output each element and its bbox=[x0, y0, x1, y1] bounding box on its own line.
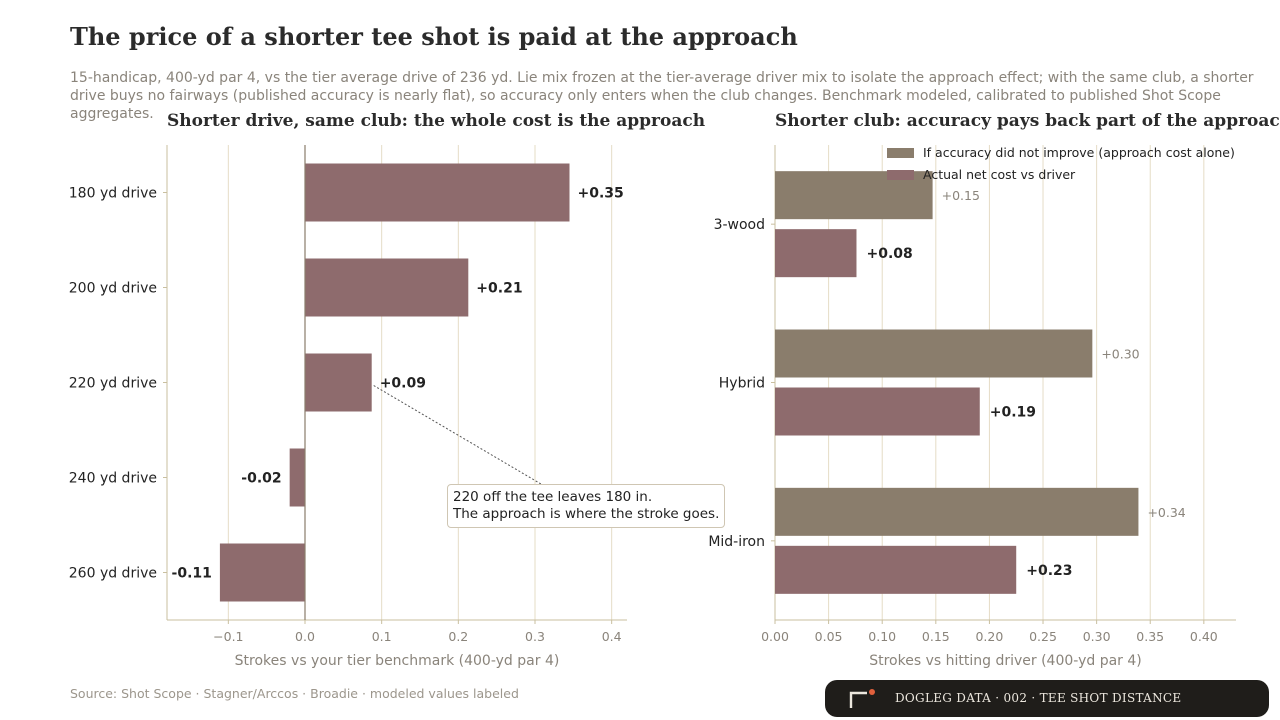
bar-mid-iron-series-2 bbox=[775, 545, 1017, 594]
annotation-callout: 220 off the tee leaves 180 in. The appro… bbox=[447, 484, 726, 528]
bar-200-yd-drive bbox=[305, 258, 469, 317]
y-tick-label: 200 yd drive bbox=[69, 281, 157, 297]
chart-title: The price of a shorter tee shot is paid … bbox=[70, 22, 798, 51]
source-note: Source: Shot Scope · Stagner/Arccos · Br… bbox=[70, 686, 519, 701]
annotation-line-1: 220 off the tee leaves 180 in. bbox=[453, 489, 653, 505]
brand-logo-icon bbox=[849, 689, 875, 708]
x-tick-label: 0.35 bbox=[1136, 629, 1164, 644]
y-tick-label: 260 yd drive bbox=[69, 566, 157, 582]
y-tick-label: Hybrid bbox=[719, 376, 765, 392]
data-label: +0.21 bbox=[476, 281, 522, 297]
data-label: +0.30 bbox=[1101, 347, 1139, 362]
x-tick-label: 0.05 bbox=[815, 629, 843, 644]
data-label: +0.23 bbox=[1026, 563, 1072, 579]
x-tick-label: 0.15 bbox=[922, 629, 950, 644]
bar-240-yd-drive bbox=[289, 448, 305, 507]
bar-mid-iron-series-1 bbox=[775, 487, 1139, 536]
bar-hybrid-series-1 bbox=[775, 329, 1093, 378]
y-tick-label: 180 yd drive bbox=[69, 186, 157, 202]
data-label: -0.02 bbox=[241, 471, 281, 487]
data-label: +0.34 bbox=[1147, 505, 1185, 520]
left-x-axis-label: Strokes vs your tier benchmark (400-yd p… bbox=[235, 653, 560, 669]
x-tick-label: 0.00 bbox=[761, 629, 789, 644]
y-tick-label: 3-wood bbox=[714, 217, 765, 233]
data-label: +0.35 bbox=[578, 186, 624, 202]
x-tick-label: 0.10 bbox=[868, 629, 896, 644]
bar-3-wood-series-2 bbox=[775, 229, 857, 278]
x-tick-label: 0.20 bbox=[975, 629, 1003, 644]
x-tick-label: 0.30 bbox=[1083, 629, 1111, 644]
data-label: +0.08 bbox=[866, 246, 912, 262]
bar-hybrid-series-2 bbox=[775, 387, 980, 436]
brand-footer: DOGLEG DATA · 002 · TEE SHOT DISTANCE bbox=[825, 680, 1269, 717]
annotation-leader-line bbox=[373, 385, 542, 485]
right-panel-title: Shorter club: accuracy pays back part of… bbox=[775, 111, 1280, 131]
chart-subtitle: 15-handicap, 400-yd par 4, vs the tier a… bbox=[70, 70, 1254, 122]
x-tick-label: 0.2 bbox=[448, 629, 468, 644]
legend-swatch-approach-alone bbox=[887, 148, 914, 158]
x-tick-label: 0.4 bbox=[602, 629, 622, 644]
x-tick-label: 0.1 bbox=[372, 629, 392, 644]
bar-260-yd-drive bbox=[219, 543, 305, 602]
data-label: +0.15 bbox=[942, 188, 980, 203]
bar-180-yd-drive bbox=[305, 163, 570, 222]
x-tick-label: 0.0 bbox=[295, 629, 315, 644]
y-tick-label: 240 yd drive bbox=[69, 471, 157, 487]
y-tick-label: Mid-iron bbox=[708, 534, 765, 550]
data-label: +0.09 bbox=[380, 376, 426, 392]
x-tick-label: 0.25 bbox=[1029, 629, 1057, 644]
legend-label-net-cost: Actual net cost vs driver bbox=[923, 167, 1076, 182]
x-tick-label: 0.40 bbox=[1190, 629, 1218, 644]
data-label: +0.19 bbox=[990, 405, 1036, 421]
legend-label-approach-alone: If accuracy did not improve (approach co… bbox=[923, 145, 1235, 160]
bar-220-yd-drive bbox=[305, 353, 372, 412]
x-tick-label: −0.1 bbox=[213, 629, 243, 644]
data-label: -0.11 bbox=[172, 566, 212, 582]
x-tick-label: 0.3 bbox=[525, 629, 545, 644]
y-tick-label: 220 yd drive bbox=[69, 376, 157, 392]
brand-text: DOGLEG DATA · 002 · TEE SHOT DISTANCE bbox=[895, 691, 1182, 705]
right-x-axis-label: Strokes vs hitting driver (400-yd par 4) bbox=[869, 653, 1142, 669]
legend-swatch-net-cost bbox=[887, 170, 914, 180]
left-panel-title: Shorter drive, same club: the whole cost… bbox=[167, 111, 706, 131]
annotation-line-2: The approach is where the stroke goes. bbox=[453, 506, 720, 522]
